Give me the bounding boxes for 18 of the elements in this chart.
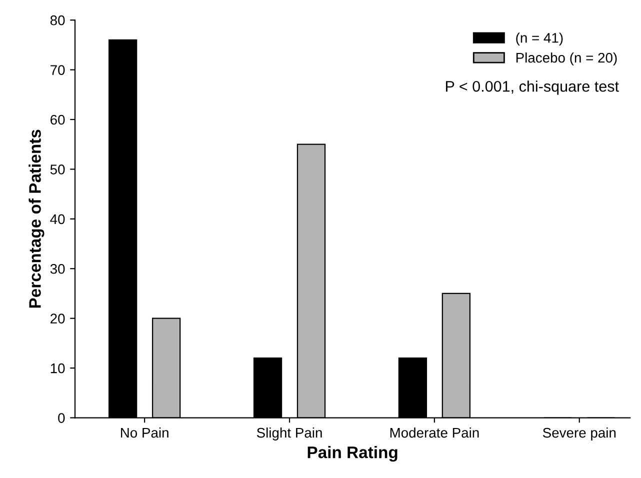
legend-label: Placebo (n = 20): [516, 52, 617, 66]
legend-label: (n = 41): [516, 32, 563, 46]
y-tick-label: 20: [50, 314, 65, 324]
y-tick-label: 30: [50, 264, 65, 274]
x-tick-label: Severe pain: [542, 427, 616, 440]
x-tick-label: No Pain: [121, 427, 168, 438]
annotation: P < 0.001, chi-square test: [446, 80, 619, 95]
x-tick-label: Slight Pain: [256, 427, 322, 440]
x-axis-title: Pain Rating: [308, 446, 398, 462]
x-tick-label: Moderate Pain: [390, 427, 479, 438]
y-tick-label: 80: [50, 15, 65, 26]
y-tick-label: 60: [50, 114, 65, 125]
y-tick-label: 10: [50, 363, 65, 374]
y-tick-label: 0: [58, 413, 65, 423]
y-tick-label: 40: [50, 214, 65, 224]
y-tick-label: 70: [50, 65, 65, 75]
y-tick-label: 50: [50, 164, 65, 174]
y-axis-title: Percentage of Patients: [28, 130, 44, 308]
